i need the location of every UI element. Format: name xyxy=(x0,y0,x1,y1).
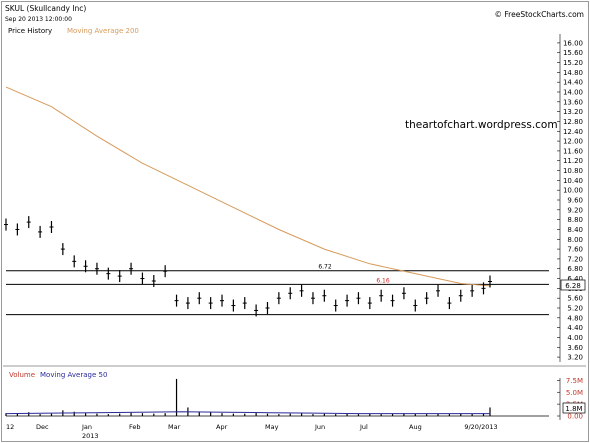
level-lines: 6.72 6.16 xyxy=(6,264,549,316)
x-axis-label: Feb xyxy=(129,423,141,431)
price-tick-label: 10.80 xyxy=(563,167,583,175)
legend-volume: Volume xyxy=(9,371,35,379)
x-axis-label: 9/20/2013 xyxy=(464,423,497,431)
price-tick-label: 10.00 xyxy=(563,187,583,195)
price-bars xyxy=(4,216,492,317)
x-axis-label: Aug xyxy=(409,423,422,431)
price-tick-label: 6.40 xyxy=(567,275,583,283)
x-axis-label: Jun xyxy=(314,423,325,431)
price-tick-label: 13.20 xyxy=(563,108,583,116)
source-credit: © FreeStockCharts.com xyxy=(495,10,584,19)
volume-tick-label: 7.5M xyxy=(566,377,583,385)
price-tick-label: 14.40 xyxy=(563,79,583,87)
volume-tick-label: 5.0M xyxy=(566,389,583,397)
ma200-line xyxy=(5,86,491,287)
price-tick-label: 15.60 xyxy=(563,49,583,57)
price-tick-label: 11.60 xyxy=(563,147,583,155)
x-axis-label: Jan xyxy=(81,423,92,431)
x-axis-label: Jul xyxy=(359,423,368,431)
price-tick-label: 14.00 xyxy=(563,89,583,97)
price-tick-label: 15.20 xyxy=(563,59,583,67)
x-axis-label: 2013 xyxy=(82,432,99,440)
price-tick-label: 7.20 xyxy=(567,255,583,263)
price-tick-label: 5.20 xyxy=(567,305,583,313)
volume-axis: 7.5M5.0M2.5M0.00 xyxy=(6,377,583,421)
price-tick-label: 10.40 xyxy=(563,177,583,185)
price-tick-label: 12.00 xyxy=(563,138,583,146)
x-axis-label: Dec xyxy=(36,423,49,431)
watermark-text: theartofchart.wordpress.com xyxy=(405,119,558,131)
price-tick-label: 4.80 xyxy=(567,314,583,322)
price-tick-label: 16.00 xyxy=(563,39,583,47)
legend-moving-average-200: Moving Average 200 xyxy=(67,27,139,35)
price-tick-label: 6.80 xyxy=(567,265,583,273)
x-axis-label: Mar xyxy=(168,423,181,431)
x-axis-label: Apr xyxy=(216,423,228,431)
volume-bars xyxy=(5,378,491,416)
price-tick-label: 8.80 xyxy=(567,216,583,224)
last-volume-tag: 1.8M xyxy=(565,405,582,413)
legend-moving-average-50: Moving Average 50 xyxy=(40,371,107,379)
last-volume-tag-box xyxy=(562,402,586,414)
price-tick-label: 5.60 xyxy=(567,295,583,303)
legend-price-history: Price History xyxy=(8,27,52,35)
price-tick-label: 3.20 xyxy=(567,354,583,362)
ma50-series-line xyxy=(5,411,490,415)
price-tick-label: 3.60 xyxy=(567,344,583,352)
price-tick-label: 8.00 xyxy=(567,236,583,244)
ma200-series-line xyxy=(5,86,491,287)
last-price-tag: 6.28 xyxy=(565,282,581,290)
x-axis-label: 12 xyxy=(6,423,14,431)
x-axis-label: May xyxy=(265,423,279,431)
ma50-line xyxy=(5,411,490,415)
price-tick-label: 14.80 xyxy=(563,69,583,77)
price-tick-label: 4.00 xyxy=(567,334,583,342)
level-label: 6.72 xyxy=(318,264,332,271)
chart-title: SKUL (Skullcandy Inc) xyxy=(5,4,86,13)
price-tick-label: 12.40 xyxy=(563,128,583,136)
price-tick-label: 11.20 xyxy=(563,157,583,165)
price-tick-label: 7.60 xyxy=(567,246,583,254)
chart-date: Sep 20 2013 12:00:00 xyxy=(5,16,72,23)
last-price-tag-box xyxy=(560,279,586,291)
level-label: 6.16 xyxy=(376,277,390,284)
price-tick-label: 4.40 xyxy=(567,324,583,332)
price-tick-label: 9.60 xyxy=(567,197,583,205)
volume-tick-label: 0.00 xyxy=(567,413,583,421)
price-tick-label: 13.60 xyxy=(563,98,583,106)
price-tick-label: 9.20 xyxy=(567,206,583,214)
price-tick-label: 12.80 xyxy=(563,118,583,126)
price-tick-label: 8.40 xyxy=(567,226,583,234)
